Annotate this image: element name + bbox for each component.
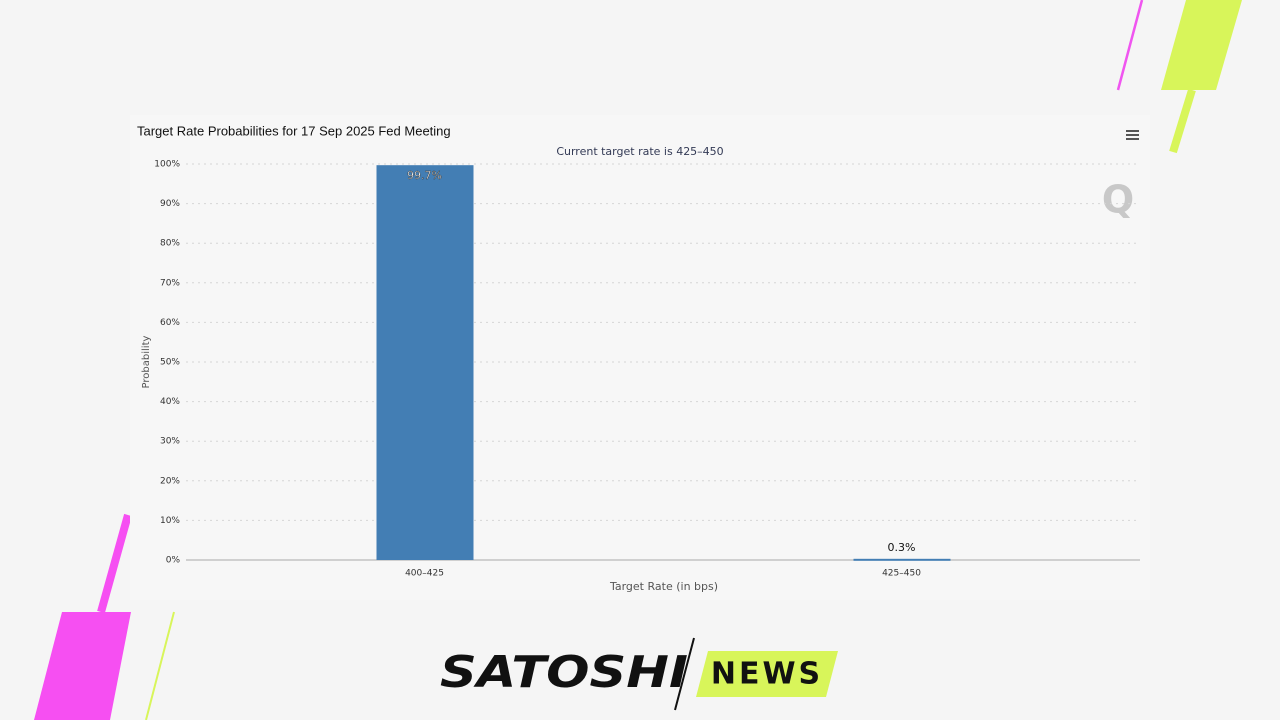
y-tick-label: 30% (160, 437, 180, 447)
chart-title: Target Rate Probabilities for 17 Sep 202… (137, 123, 451, 138)
decor-shape (1161, 0, 1242, 90)
watermark: Q (1102, 178, 1134, 222)
chart-subtitle: Current target rate is 425–450 (556, 145, 723, 158)
logo-badge (696, 651, 838, 697)
x-tick-label: 400–425 (405, 569, 444, 579)
logo-badge-text: NEWS (711, 657, 823, 692)
y-tick-label: 70% (160, 278, 180, 288)
bar (853, 558, 951, 561)
menu-button[interactable] (1126, 130, 1139, 140)
decor-shape (34, 612, 131, 720)
y-tick-label: 90% (160, 199, 180, 209)
decor-line (145, 611, 175, 720)
logo-text: SATOSHI (440, 647, 688, 698)
data-label: 99.7% (407, 169, 442, 182)
y-tick-label: 40% (160, 397, 180, 407)
logo-slash (674, 637, 695, 711)
menu-bar (1126, 138, 1139, 140)
y-axis-title: Probability (141, 335, 152, 388)
y-tick-label: 60% (160, 318, 180, 328)
y-tick-label: 80% (160, 239, 180, 249)
menu-bar (1126, 130, 1139, 132)
y-tick-label: 50% (160, 358, 180, 368)
decor-line (1116, 0, 1144, 91)
y-tick-label: 100% (154, 160, 180, 170)
y-tick-label: 10% (160, 516, 180, 526)
y-tick-label: 20% (160, 476, 180, 486)
decor-line (97, 513, 132, 614)
plot: 0% 10% 20% 30% 40% 50% 60% 70% 80% 90% 100% 400–425… (154, 160, 1140, 579)
x-axis-title: Target Rate (in bps) (609, 580, 718, 593)
bar (376, 165, 474, 561)
y-tick-label: 0% (166, 556, 181, 566)
data-label: 0.3% (888, 541, 916, 554)
x-tick-label: 425–450 (882, 569, 921, 579)
chart-panel (130, 115, 1150, 600)
decor-line (1169, 88, 1196, 154)
menu-bar (1126, 134, 1139, 136)
